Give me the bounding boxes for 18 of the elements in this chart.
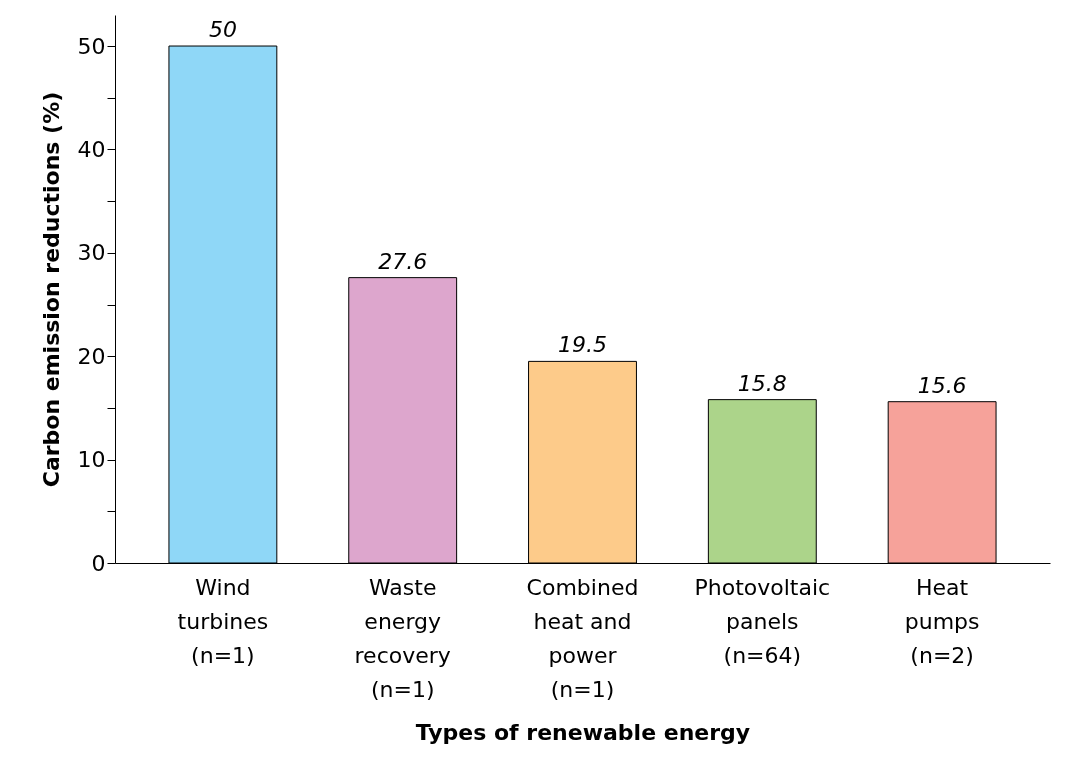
y-tick-label: 50 (77, 33, 106, 59)
x-axis-title: Types of renewable energy (415, 719, 751, 745)
data-label: 15.6 (917, 372, 967, 398)
x-tick-label: Wind turbines (n=1) (177, 574, 269, 668)
y-tick-label: 10 (77, 447, 106, 473)
x-tick-label: Photovoltaic panels (n=64) (694, 574, 831, 668)
y-tick-label: 40 (77, 136, 106, 162)
data-label: 27.6 (378, 248, 428, 274)
x-tick-label: Combined heat and power (n=1) (526, 574, 639, 702)
y-axis-title: Carbon emission reductions (%) (38, 91, 64, 488)
data-label: 19.5 (558, 332, 607, 358)
data-label: 50 (208, 17, 237, 43)
y-tick-label: 20 (77, 343, 106, 369)
x-tick-label: Heat pumps (n=2) (904, 574, 980, 668)
y-tick-label: 30 (77, 240, 106, 266)
x-tick-label: Waste energy recovery (n=1) (354, 574, 451, 702)
y-tick-label: 0 (91, 550, 106, 576)
data-label: 15.8 (737, 370, 787, 396)
